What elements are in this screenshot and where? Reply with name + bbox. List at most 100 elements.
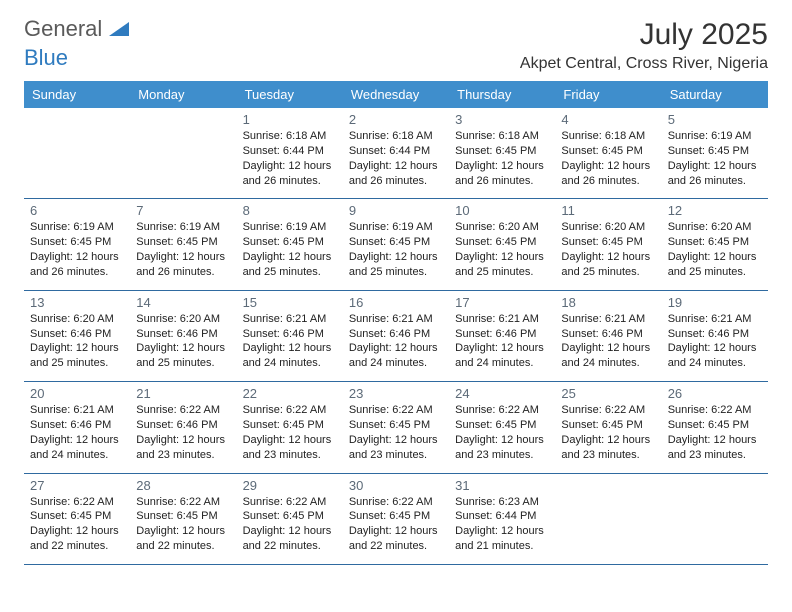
- day-info-line: and 24 minutes.: [455, 356, 549, 371]
- day-info-line: Sunrise: 6:21 AM: [243, 312, 337, 327]
- day-info-line: Sunrise: 6:22 AM: [668, 403, 762, 418]
- day-info-line: Sunset: 6:46 PM: [30, 418, 124, 433]
- day-info-line: Sunset: 6:45 PM: [668, 418, 762, 433]
- day-cell: 24Sunrise: 6:22 AMSunset: 6:45 PMDayligh…: [449, 382, 555, 472]
- day-info-line: and 22 minutes.: [243, 539, 337, 554]
- day-info-line: Sunrise: 6:22 AM: [30, 495, 124, 510]
- day-info-line: Sunset: 6:45 PM: [561, 144, 655, 159]
- day-cell: 29Sunrise: 6:22 AMSunset: 6:45 PMDayligh…: [237, 474, 343, 564]
- day-info-line: Daylight: 12 hours: [136, 341, 230, 356]
- day-info-line: and 23 minutes.: [243, 448, 337, 463]
- day-info-line: and 23 minutes.: [136, 448, 230, 463]
- day-info-line: Sunrise: 6:22 AM: [243, 495, 337, 510]
- day-info-line: and 25 minutes.: [30, 356, 124, 371]
- day-number: 23: [349, 386, 443, 401]
- day-info-line: Sunset: 6:45 PM: [136, 509, 230, 524]
- week-row: 13Sunrise: 6:20 AMSunset: 6:46 PMDayligh…: [24, 291, 768, 382]
- day-number: 3: [455, 112, 549, 127]
- day-info-line: Sunset: 6:45 PM: [455, 418, 549, 433]
- day-info-line: Sunrise: 6:18 AM: [243, 129, 337, 144]
- day-info: Sunrise: 6:21 AMSunset: 6:46 PMDaylight:…: [455, 312, 549, 371]
- day-number: 19: [668, 295, 762, 310]
- day-info: Sunrise: 6:18 AMSunset: 6:45 PMDaylight:…: [561, 129, 655, 188]
- day-cell: [130, 108, 236, 198]
- day-info-line: and 26 minutes.: [30, 265, 124, 280]
- day-info-line: Daylight: 12 hours: [668, 341, 762, 356]
- day-number: 11: [561, 203, 655, 218]
- day-cell: 30Sunrise: 6:22 AMSunset: 6:45 PMDayligh…: [343, 474, 449, 564]
- day-cell: 9Sunrise: 6:19 AMSunset: 6:45 PMDaylight…: [343, 199, 449, 289]
- day-info-line: Daylight: 12 hours: [455, 433, 549, 448]
- day-info-line: and 23 minutes.: [668, 448, 762, 463]
- day-info-line: and 26 minutes.: [561, 174, 655, 189]
- day-info-line: Daylight: 12 hours: [455, 341, 549, 356]
- brand-name-blue: Blue: [24, 45, 68, 70]
- day-info-line: and 26 minutes.: [455, 174, 549, 189]
- day-cell: 31Sunrise: 6:23 AMSunset: 6:44 PMDayligh…: [449, 474, 555, 564]
- day-info-line: Sunrise: 6:22 AM: [349, 403, 443, 418]
- weekday-header: Thursday: [449, 81, 555, 108]
- day-cell: 19Sunrise: 6:21 AMSunset: 6:46 PMDayligh…: [662, 291, 768, 381]
- day-cell: 20Sunrise: 6:21 AMSunset: 6:46 PMDayligh…: [24, 382, 130, 472]
- day-info-line: Sunset: 6:46 PM: [136, 418, 230, 433]
- day-info-line: Sunrise: 6:20 AM: [455, 220, 549, 235]
- day-info-line: Sunrise: 6:20 AM: [561, 220, 655, 235]
- day-info-line: Sunrise: 6:21 AM: [455, 312, 549, 327]
- day-cell: [24, 108, 130, 198]
- day-info-line: Daylight: 12 hours: [561, 250, 655, 265]
- day-cell: 22Sunrise: 6:22 AMSunset: 6:45 PMDayligh…: [237, 382, 343, 472]
- day-info: Sunrise: 6:22 AMSunset: 6:46 PMDaylight:…: [136, 403, 230, 462]
- day-number: 30: [349, 478, 443, 493]
- month-title: July 2025: [520, 18, 768, 51]
- week-row: 20Sunrise: 6:21 AMSunset: 6:46 PMDayligh…: [24, 382, 768, 473]
- day-number: 6: [30, 203, 124, 218]
- day-info-line: Sunset: 6:45 PM: [668, 144, 762, 159]
- day-number: 14: [136, 295, 230, 310]
- day-info-line: and 26 minutes.: [668, 174, 762, 189]
- day-info-line: and 24 minutes.: [243, 356, 337, 371]
- day-info: Sunrise: 6:21 AMSunset: 6:46 PMDaylight:…: [243, 312, 337, 371]
- day-cell: 1Sunrise: 6:18 AMSunset: 6:44 PMDaylight…: [237, 108, 343, 198]
- day-info: Sunrise: 6:22 AMSunset: 6:45 PMDaylight:…: [668, 403, 762, 462]
- day-info-line: Daylight: 12 hours: [30, 433, 124, 448]
- day-info-line: Sunrise: 6:22 AM: [136, 403, 230, 418]
- day-info-line: Daylight: 12 hours: [30, 524, 124, 539]
- day-info: Sunrise: 6:22 AMSunset: 6:45 PMDaylight:…: [30, 495, 124, 554]
- day-number: 28: [136, 478, 230, 493]
- day-info-line: Daylight: 12 hours: [349, 524, 443, 539]
- day-number: 16: [349, 295, 443, 310]
- weekday-header: Wednesday: [343, 81, 449, 108]
- day-info-line: and 25 minutes.: [136, 356, 230, 371]
- weekday-header: Saturday: [662, 81, 768, 108]
- day-info-line: Sunrise: 6:19 AM: [349, 220, 443, 235]
- day-cell: 6Sunrise: 6:19 AMSunset: 6:45 PMDaylight…: [24, 199, 130, 289]
- day-info-line: Sunset: 6:45 PM: [30, 235, 124, 250]
- day-info-line: and 25 minutes.: [561, 265, 655, 280]
- day-info-line: and 25 minutes.: [349, 265, 443, 280]
- day-number: 29: [243, 478, 337, 493]
- day-info-line: Sunrise: 6:20 AM: [668, 220, 762, 235]
- day-cell: 8Sunrise: 6:19 AMSunset: 6:45 PMDaylight…: [237, 199, 343, 289]
- day-info-line: Sunrise: 6:22 AM: [455, 403, 549, 418]
- day-info-line: Sunrise: 6:21 AM: [349, 312, 443, 327]
- day-info-line: and 26 minutes.: [243, 174, 337, 189]
- day-info: Sunrise: 6:20 AMSunset: 6:45 PMDaylight:…: [455, 220, 549, 279]
- day-cell: 23Sunrise: 6:22 AMSunset: 6:45 PMDayligh…: [343, 382, 449, 472]
- day-number: 7: [136, 203, 230, 218]
- day-info-line: Daylight: 12 hours: [349, 159, 443, 174]
- day-info-line: Sunset: 6:46 PM: [668, 327, 762, 342]
- day-info-line: Daylight: 12 hours: [136, 250, 230, 265]
- day-info-line: Sunset: 6:46 PM: [561, 327, 655, 342]
- day-info-line: Daylight: 12 hours: [136, 524, 230, 539]
- week-row: 27Sunrise: 6:22 AMSunset: 6:45 PMDayligh…: [24, 474, 768, 565]
- day-cell: 21Sunrise: 6:22 AMSunset: 6:46 PMDayligh…: [130, 382, 236, 472]
- day-number: 17: [455, 295, 549, 310]
- day-info-line: Daylight: 12 hours: [455, 250, 549, 265]
- day-info: Sunrise: 6:22 AMSunset: 6:45 PMDaylight:…: [455, 403, 549, 462]
- weekday-header: Monday: [130, 81, 236, 108]
- day-info-line: Daylight: 12 hours: [243, 159, 337, 174]
- day-number: 18: [561, 295, 655, 310]
- day-info-line: Sunrise: 6:22 AM: [561, 403, 655, 418]
- top-bar: General Blue July 2025 Akpet Central, Cr…: [24, 18, 768, 73]
- day-info-line: Daylight: 12 hours: [349, 433, 443, 448]
